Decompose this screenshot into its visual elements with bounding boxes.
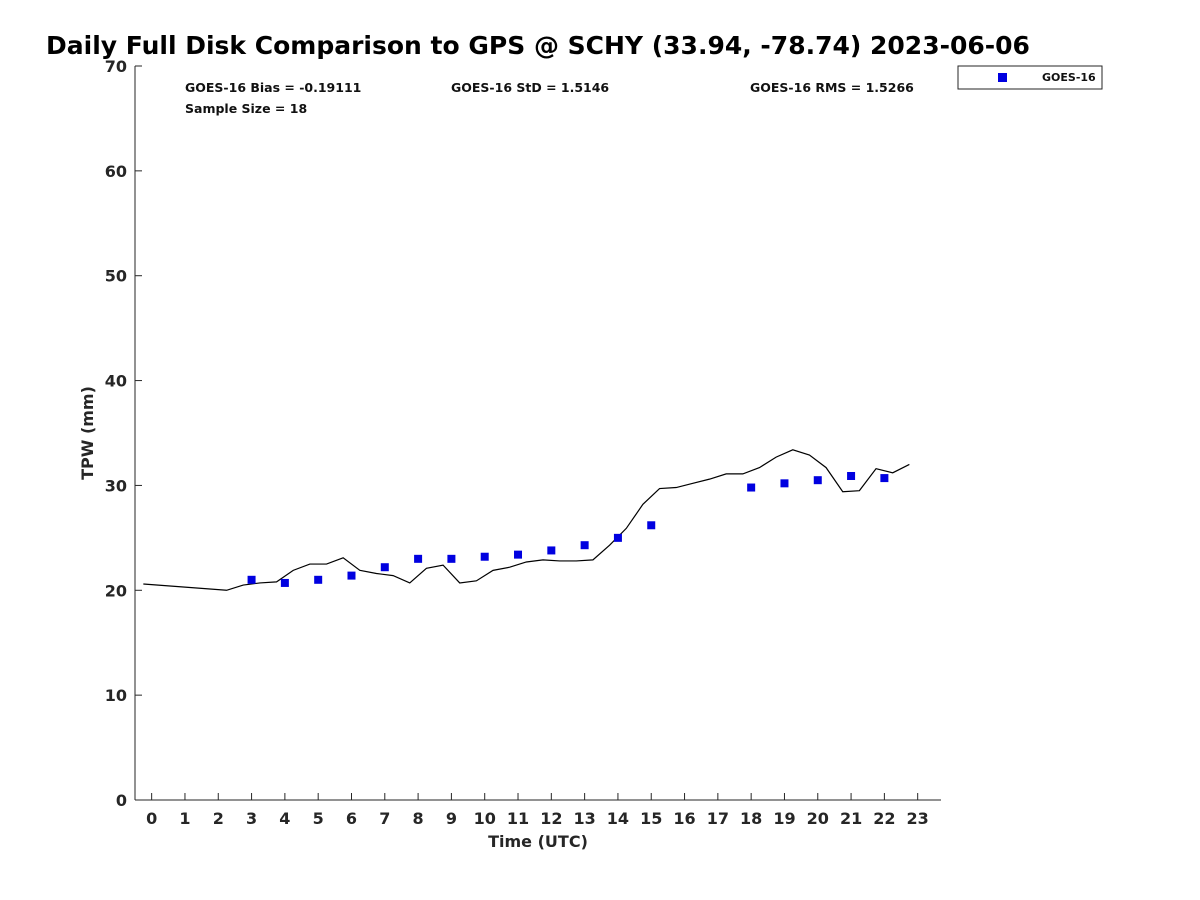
goes16-point — [813, 476, 822, 485]
y-tick-label: 10 — [105, 686, 127, 705]
x-tick-label: 9 — [446, 809, 457, 828]
legend-box — [957, 65, 1103, 90]
goes16-point — [647, 521, 656, 530]
y-tick-label: 0 — [116, 791, 127, 810]
x-tick-label: 14 — [607, 809, 629, 828]
x-tick-label: 0 — [146, 809, 157, 828]
x-tick-label: 17 — [707, 809, 729, 828]
x-tick-label: 1 — [179, 809, 190, 828]
x-tick-label: 7 — [379, 809, 390, 828]
x-tick-label: 19 — [773, 809, 795, 828]
goes16-point — [380, 563, 389, 572]
goes16-point — [480, 552, 489, 561]
x-tick-label: 18 — [740, 809, 762, 828]
y-tick-label: 50 — [105, 267, 127, 286]
x-tick-label: 12 — [540, 809, 562, 828]
y-tick-label: 20 — [105, 581, 127, 600]
y-ticks: 0 10 20 30 40 50 60 70 — [105, 57, 142, 810]
x-tick-label: 23 — [907, 809, 929, 828]
bias-stat: GOES-16 Bias = -0.19111 — [185, 80, 361, 95]
x-tick-label: 6 — [346, 809, 357, 828]
legend-label: GOES-16 — [1042, 71, 1096, 84]
goes16-point — [447, 554, 456, 563]
legend: GOES-16 — [957, 65, 1103, 90]
y-axis-label: TPW (mm) — [78, 386, 97, 480]
goes16-point — [613, 533, 622, 542]
x-tick-label: 10 — [474, 809, 496, 828]
x-tick-label: 15 — [640, 809, 662, 828]
goes16-point — [780, 479, 789, 488]
goes16-point — [747, 483, 756, 492]
std-stat: GOES-16 StD = 1.5146 — [451, 80, 609, 95]
x-tick-label: 8 — [413, 809, 424, 828]
x-tick-label: 13 — [573, 809, 595, 828]
x-tick-label: 22 — [873, 809, 895, 828]
y-tick-label: 30 — [105, 476, 127, 495]
chart-title: Daily Full Disk Comparison to GPS @ SCHY… — [46, 31, 1030, 60]
y-tick-label: 70 — [105, 57, 127, 76]
x-ticks: 0 1 2 3 4 5 6 7 8 9 10 11 12 13 14 15 16 17 18 19 20 21 22 23 — [146, 793, 929, 828]
goes16-point — [314, 575, 323, 584]
x-tick-label: 16 — [673, 809, 695, 828]
gps-tpw-line — [143, 449, 910, 591]
goes16-point — [547, 546, 556, 555]
x-tick-label: 3 — [246, 809, 257, 828]
goes16-point — [280, 578, 289, 587]
y-tick-label: 60 — [105, 162, 127, 181]
x-tick-label: 5 — [313, 809, 324, 828]
x-tick-label: 2 — [213, 809, 224, 828]
x-tick-label: 20 — [807, 809, 829, 828]
goes16-point — [347, 571, 356, 580]
x-tick-label: 21 — [840, 809, 862, 828]
goes16-point — [880, 474, 889, 483]
goes16-point — [580, 541, 589, 550]
goes16-point — [414, 554, 423, 563]
sample-size-stat: Sample Size = 18 — [185, 101, 307, 116]
x-tick-label: 4 — [279, 809, 290, 828]
x-tick-label: 11 — [507, 809, 529, 828]
gps-line — [143, 449, 910, 591]
goes16-markers — [247, 471, 889, 587]
goes16-point — [847, 471, 856, 480]
goes16-point — [514, 550, 523, 559]
rms-stat: GOES-16 RMS = 1.5266 — [750, 80, 914, 95]
y-tick-label: 40 — [105, 372, 127, 391]
x-axis-label: Time (UTC) — [488, 832, 588, 851]
goes16-point — [247, 575, 256, 584]
legend-marker — [998, 73, 1007, 82]
